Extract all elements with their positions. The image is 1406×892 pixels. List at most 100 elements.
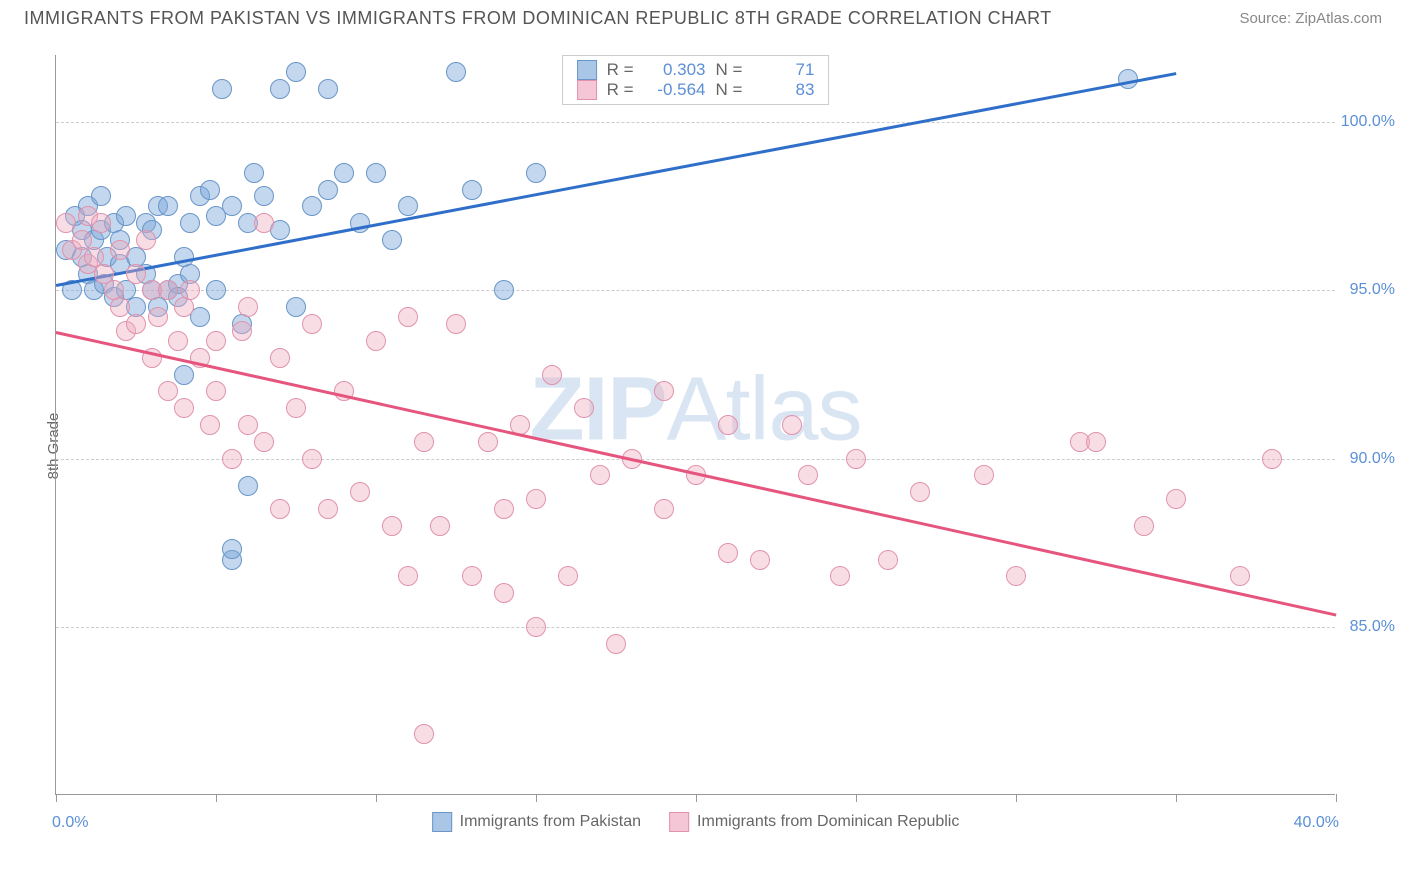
- series-legend: Immigrants from Pakistan Immigrants from…: [432, 812, 960, 832]
- x-tick: [696, 794, 697, 802]
- n-label-1: N =: [716, 60, 743, 80]
- source-label: Source: ZipAtlas.com: [1239, 10, 1382, 27]
- data-point: [180, 213, 200, 233]
- data-point: [494, 583, 514, 603]
- data-point: [72, 230, 92, 250]
- data-point: [286, 297, 306, 317]
- r-label-2: R =: [607, 80, 634, 100]
- legend-label-1: Immigrants from Pakistan: [460, 813, 641, 831]
- data-point: [1134, 516, 1154, 536]
- data-point: [270, 499, 290, 519]
- swatch-series-1: [577, 60, 597, 80]
- data-point: [126, 264, 146, 284]
- data-point: [254, 213, 274, 233]
- data-point: [1118, 69, 1138, 89]
- data-point: [1006, 566, 1026, 586]
- data-point: [494, 499, 514, 519]
- data-point: [350, 482, 370, 502]
- data-point: [830, 566, 850, 586]
- data-point: [526, 489, 546, 509]
- gridline: [56, 122, 1335, 123]
- data-point: [222, 449, 242, 469]
- data-point: [116, 206, 136, 226]
- gridline: [56, 627, 1335, 628]
- data-point: [542, 365, 562, 385]
- stats-row-2: R = -0.564 N = 83: [577, 80, 815, 100]
- data-point: [136, 230, 156, 250]
- watermark-light: Atlas: [666, 359, 861, 459]
- data-point: [318, 79, 338, 99]
- data-point: [126, 314, 146, 334]
- data-point: [750, 550, 770, 570]
- data-point: [318, 180, 338, 200]
- legend-item-1: Immigrants from Pakistan: [432, 812, 641, 832]
- data-point: [846, 449, 866, 469]
- x-tick: [1176, 794, 1177, 802]
- data-point: [1262, 449, 1282, 469]
- data-point: [110, 297, 130, 317]
- stats-row-1: R = 0.303 N = 71: [577, 60, 815, 80]
- data-point: [254, 432, 274, 452]
- r-value-1: 0.303: [644, 60, 706, 80]
- x-tick: [376, 794, 377, 802]
- data-point: [910, 482, 930, 502]
- data-point: [174, 398, 194, 418]
- data-point: [158, 280, 178, 300]
- data-point: [200, 180, 220, 200]
- data-point: [606, 634, 626, 654]
- y-tick-label: 85.0%: [1350, 618, 1395, 636]
- y-tick-label: 95.0%: [1350, 281, 1395, 299]
- data-point: [148, 307, 168, 327]
- data-point: [238, 297, 258, 317]
- data-point: [430, 516, 450, 536]
- data-point: [110, 240, 130, 260]
- data-point: [168, 331, 188, 351]
- data-point: [414, 724, 434, 744]
- data-point: [1166, 489, 1186, 509]
- n-value-2: 83: [752, 80, 814, 100]
- data-point: [446, 62, 466, 82]
- data-point: [270, 348, 290, 368]
- data-point: [174, 365, 194, 385]
- data-point: [200, 415, 220, 435]
- data-point: [654, 499, 674, 519]
- data-point: [1086, 432, 1106, 452]
- data-point: [302, 449, 322, 469]
- header: IMMIGRANTS FROM PAKISTAN VS IMMIGRANTS F…: [0, 0, 1406, 33]
- gridline: [56, 290, 1335, 291]
- data-point: [206, 280, 226, 300]
- data-point: [158, 381, 178, 401]
- data-point: [398, 566, 418, 586]
- data-point: [462, 180, 482, 200]
- y-tick-label: 90.0%: [1350, 450, 1395, 468]
- r-value-2: -0.564: [644, 80, 706, 100]
- legend-swatch-2: [669, 812, 689, 832]
- data-point: [334, 163, 354, 183]
- data-point: [718, 543, 738, 563]
- data-point: [718, 415, 738, 435]
- data-point: [318, 499, 338, 519]
- data-point: [414, 432, 434, 452]
- data-point: [462, 566, 482, 586]
- data-point: [244, 163, 264, 183]
- trend-line: [56, 331, 1337, 616]
- data-point: [1230, 566, 1250, 586]
- data-point: [494, 280, 514, 300]
- data-point: [180, 280, 200, 300]
- data-point: [878, 550, 898, 570]
- x-tick: [56, 794, 57, 802]
- data-point: [366, 163, 386, 183]
- data-point: [91, 213, 111, 233]
- data-point: [222, 196, 242, 216]
- data-point: [206, 331, 226, 351]
- data-point: [302, 314, 322, 334]
- x-tick: [856, 794, 857, 802]
- data-point: [654, 381, 674, 401]
- data-point: [270, 79, 290, 99]
- data-point: [212, 79, 232, 99]
- data-point: [478, 432, 498, 452]
- x-axis-min: 0.0%: [52, 814, 88, 832]
- y-tick-label: 100.0%: [1341, 113, 1395, 131]
- r-label-1: R =: [607, 60, 634, 80]
- data-point: [782, 415, 802, 435]
